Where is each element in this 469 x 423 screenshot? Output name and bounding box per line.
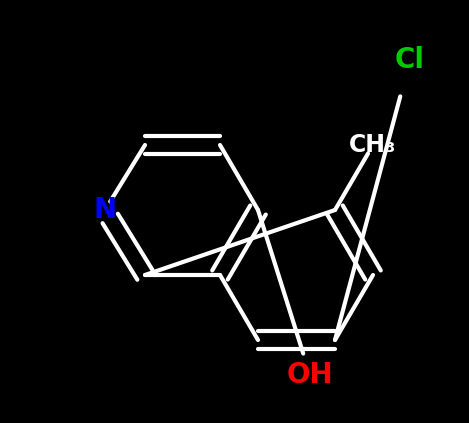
Text: OH: OH — [287, 361, 333, 389]
Text: Cl: Cl — [395, 46, 425, 74]
Text: CH₃: CH₃ — [349, 133, 397, 157]
Text: N: N — [93, 196, 117, 224]
